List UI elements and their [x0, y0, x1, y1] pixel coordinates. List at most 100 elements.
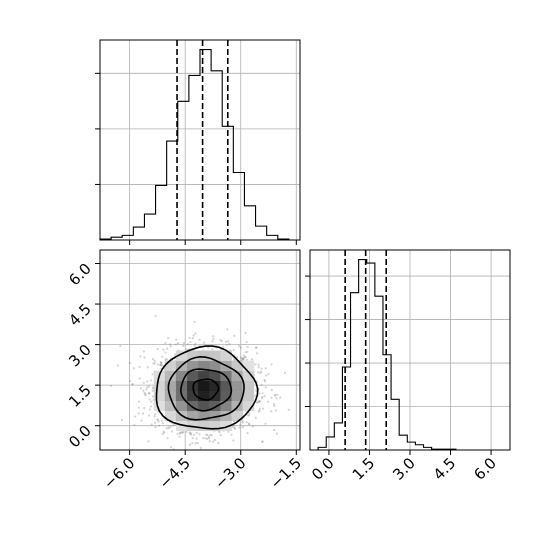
- scatter-point: [181, 431, 184, 434]
- scatter-point: [220, 340, 223, 343]
- scatter-point: [244, 332, 247, 335]
- scatter-point: [192, 334, 195, 337]
- scatter-point: [258, 407, 261, 410]
- density-cell: [187, 410, 199, 422]
- scatter-point: [109, 384, 112, 388]
- scatter-point: [264, 386, 267, 389]
- density-cell: [187, 400, 199, 412]
- density-cell: [164, 400, 177, 412]
- scatter-point: [255, 346, 258, 349]
- contour-line: [192, 378, 220, 401]
- scatter-point: [194, 332, 197, 335]
- scatter-point: [248, 414, 251, 417]
- scatter-point: [259, 371, 262, 375]
- density-cell: [209, 370, 221, 382]
- scatter-point: [196, 441, 199, 445]
- density-cell: [198, 390, 210, 402]
- scatter-point: [279, 396, 282, 399]
- scatter-point: [230, 433, 233, 436]
- scatter-point: [132, 367, 135, 370]
- scatter-point: [189, 433, 192, 436]
- scatter-point: [233, 334, 236, 337]
- y-tick-label: 6.0: [65, 260, 95, 290]
- scatter-point: [254, 416, 257, 419]
- scatter-point: [116, 364, 119, 367]
- scatter-point: [189, 431, 192, 435]
- scatter-point: [174, 343, 178, 346]
- density-cell: [175, 350, 188, 362]
- x-tick-label: 1.5: [349, 454, 379, 484]
- density-cell: [164, 410, 177, 422]
- density-cell: [242, 370, 255, 382]
- density-cell: [187, 390, 199, 402]
- panel-hist-x: [95, 39, 301, 245]
- scatter-point: [143, 391, 146, 394]
- grid: [310, 250, 510, 450]
- scatter-point: [219, 339, 222, 342]
- scatter-point: [145, 388, 148, 391]
- scatter-point: [189, 340, 192, 344]
- scatter-point: [208, 437, 211, 440]
- scatter-point: [148, 408, 151, 411]
- scatter-point: [167, 336, 170, 340]
- scatter-point: [257, 366, 260, 369]
- scatter-point: [233, 358, 236, 361]
- scatter-point: [274, 409, 278, 412]
- scatter-point: [217, 441, 220, 445]
- density-cell: [220, 410, 232, 422]
- density-cell: [242, 360, 255, 372]
- scatter-point: [232, 348, 235, 351]
- scatter-point: [260, 367, 263, 370]
- scatter-point: [128, 361, 131, 365]
- scatter-point: [190, 432, 193, 435]
- scatter-point: [173, 353, 177, 356]
- scatter-point: [144, 394, 147, 397]
- scatter-point: [272, 403, 276, 406]
- scatter-point: [167, 426, 170, 429]
- scatter-point: [257, 399, 261, 402]
- scatter-point: [157, 420, 160, 423]
- density-cell: [242, 380, 255, 392]
- density-cell: [209, 350, 221, 362]
- scatter-point: [241, 358, 244, 361]
- scatter-point: [263, 380, 267, 383]
- scatter-point: [237, 344, 241, 348]
- scatter-point: [159, 360, 162, 364]
- density-cell: [164, 360, 177, 372]
- density-cell: [175, 420, 188, 432]
- scatter-point: [191, 436, 194, 440]
- scatter-point: [188, 431, 191, 434]
- scatter-point: [185, 348, 188, 351]
- scatter-point: [261, 440, 264, 443]
- scatter-point: [165, 358, 168, 361]
- scatter-point: [208, 440, 211, 443]
- scatter-point: [213, 438, 217, 442]
- scatter-point: [264, 422, 267, 425]
- scatter-point: [198, 433, 201, 436]
- scatter-point: [201, 436, 205, 440]
- scatter-point: [162, 348, 165, 351]
- scatter-point: [207, 435, 210, 439]
- scatter-point: [242, 357, 245, 360]
- scatter-point: [138, 365, 141, 369]
- scatter-point: [146, 366, 149, 369]
- scatter-point: [259, 400, 262, 403]
- scatter-point: [172, 424, 176, 427]
- scatter-point: [241, 357, 244, 360]
- contour-line: [167, 355, 245, 421]
- scatter-point: [181, 344, 185, 347]
- scatter-point: [192, 433, 196, 436]
- scatter-point: [134, 415, 137, 418]
- scatter-point: [139, 387, 142, 390]
- scatter-point: [283, 371, 287, 374]
- contour-lines: [155, 345, 259, 430]
- scatter-point: [156, 418, 159, 421]
- x-tick-labels: 0.0 1.5 3.0 4.5 6.0: [308, 454, 500, 484]
- scatter-point: [143, 406, 146, 410]
- scatter-point: [166, 347, 169, 350]
- scatter-point: [147, 392, 151, 395]
- x-tick-label: −1.5: [267, 454, 305, 492]
- scatter-point: [147, 385, 151, 388]
- x-tick-label: 0.0: [308, 454, 338, 484]
- scatter-point: [153, 421, 157, 424]
